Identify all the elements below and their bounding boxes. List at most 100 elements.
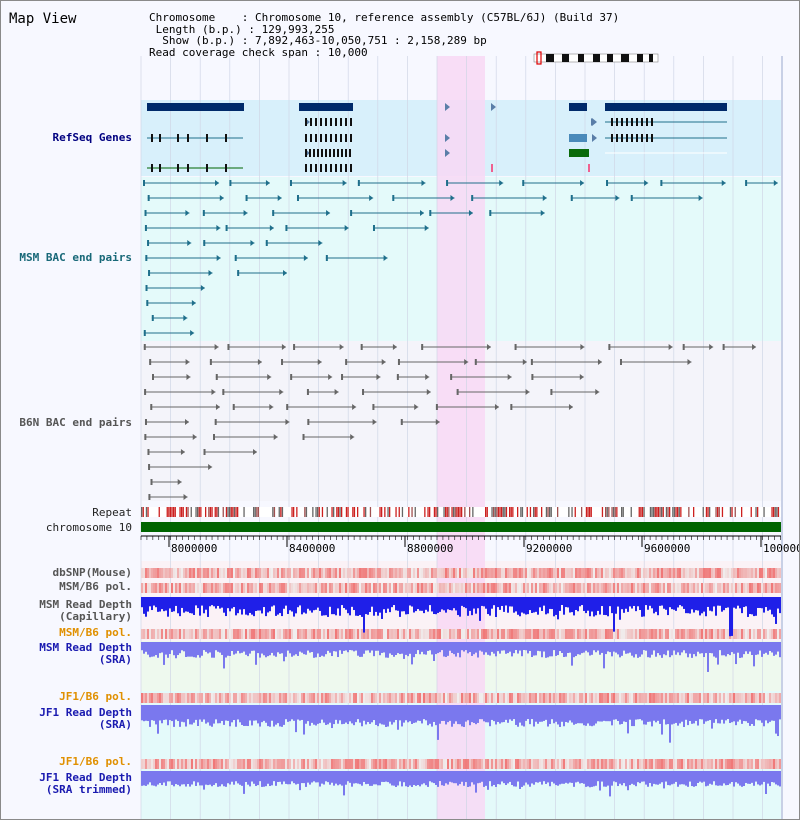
msm-capillary-depth-bar: [759, 597, 761, 608]
jf1-b6-pol-trim-heat-cell: [403, 759, 405, 769]
repeat-mark: [731, 507, 733, 517]
msm-b6-pol-heat-cell: [725, 583, 727, 593]
msm-b6-pol-heat-cell: [339, 583, 341, 593]
jf1-trimmed-depth-bar: [631, 771, 633, 784]
jf1-b6-pol-heat-cell: [579, 693, 581, 703]
msm-b6-pol-sra-heat-cell: [703, 629, 705, 639]
track-label-b6n-bac[interactable]: B6N BAC end pairs: [19, 416, 132, 429]
jf1-b6-pol-heat-cell: [647, 693, 649, 703]
msm-b6-pol-heat-cell: [217, 583, 219, 593]
msm-capillary-depth-bar: [523, 597, 525, 614]
msm-b6-pol-heat-cell: [523, 583, 525, 593]
repeat-mark: [365, 507, 367, 517]
repeat-mark: [499, 507, 501, 517]
msm-b6-pol-heat-cell: [341, 583, 343, 593]
msm-b6-pol-heat-cell: [557, 583, 559, 593]
msm-bac-pair-end: [285, 225, 288, 231]
jf1-depth-bar: [443, 705, 445, 721]
msm-sra-depth-bar: [531, 642, 533, 658]
jf1-depth-bar: [239, 705, 241, 723]
msm-sra-depth-bar: [361, 642, 363, 657]
jf1-b6-pol-heat-cell: [605, 693, 607, 703]
exon-mark: [310, 118, 312, 126]
msm-b6-pol-heat-cell: [143, 583, 145, 593]
jf1-b6-pol-heat-cell: [163, 693, 165, 703]
exon-mark: [305, 118, 307, 126]
b6n-bac-pair-end: [414, 404, 419, 410]
msm-capillary-depth-bar: [193, 597, 195, 615]
jf1-b6-pol-trim-heat-cell: [681, 759, 683, 769]
track-label-msm-depth-sra[interactable]: MSM Read Depth (SRA): [39, 641, 132, 666]
repeat-mark: [721, 507, 724, 517]
b6n-bac-pair-end: [307, 419, 310, 425]
msm-sra-depth-bar: [757, 642, 759, 655]
jf1-depth-bar: [655, 705, 657, 723]
jf1-depth-bar: [537, 705, 539, 724]
dbsnp-heat-cell: [665, 568, 667, 578]
msm-b6-pol-sra-heat-cell: [281, 629, 283, 639]
jf1-depth-bar: [147, 705, 149, 722]
msm-sra-depth-bar: [623, 642, 625, 651]
track-label-msm-b6-pol[interactable]: MSM/B6 pol.: [59, 580, 132, 593]
msm-capillary-depth-bar: [303, 597, 305, 613]
jf1-depth-bar: [141, 705, 143, 721]
msm-capillary-depth-bar: [481, 597, 483, 606]
jf1-b6-pol-trim-heat-cell: [225, 759, 227, 769]
msm-sra-depth-bar: [517, 642, 519, 654]
track-label-jf1-depth-sra[interactable]: JF1 Read Depth (SRA): [39, 706, 132, 731]
msm-b6-pol-sra-heat-cell: [171, 629, 173, 639]
track-label-refseq[interactable]: RefSeq Genes: [52, 131, 132, 144]
jf1-b6-pol-trim-heat-cell: [615, 759, 617, 769]
msm-sra-depth-bar: [661, 642, 663, 658]
dbsnp-heat-cell: [551, 568, 553, 578]
msm-b6-pol-heat-cell: [195, 583, 197, 593]
msm-capillary-depth-bar: [155, 597, 157, 608]
msm-sra-depth-bar: [495, 642, 497, 657]
msm-bac-pair-end: [392, 195, 395, 201]
jf1-b6-pol-trim-heat-cell: [373, 759, 375, 769]
msm-capillary-depth-bar: [221, 597, 223, 608]
track-label-jf1-b6-pol-trimmed[interactable]: JF1/B6 pol.: [59, 755, 132, 768]
msm-b6-pol-sra-heat-cell: [619, 629, 621, 639]
msm-sra-depth-bar: [703, 642, 705, 658]
msm-sra-depth-bar: [319, 642, 321, 657]
track-label-jf1-b6-pol[interactable]: JF1/B6 pol.: [59, 690, 132, 703]
jf1-b6-pol-heat-cell: [765, 693, 767, 703]
msm-sra-depth-bar: [633, 642, 635, 658]
dbsnp-heat-cell: [257, 568, 259, 578]
jf1-b6-pol-trim-heat-cell: [159, 759, 161, 769]
track-label-msm-depth-capillary[interactable]: MSM Read Depth (Capillary): [39, 598, 132, 623]
msm-sra-depth-bar: [605, 642, 607, 655]
dbsnp-heat-cell: [151, 568, 153, 578]
msm-sra-depth-bar: [393, 642, 395, 657]
msm-b6-pol-heat-cell: [327, 583, 329, 593]
track-label-msm-b6-pol-sra[interactable]: MSM/B6 pol.: [59, 626, 132, 639]
jf1-b6-pol-trim-heat-cell: [569, 759, 571, 769]
track-label-jf1-depth-trimmed[interactable]: JF1 Read Depth (SRA trimmed): [39, 771, 132, 796]
exon-mark: [636, 134, 638, 142]
jf1-trimmed-depth-bar: [203, 771, 205, 790]
jf1-b6-pol-trim-heat-cell: [345, 759, 347, 769]
jf1-b6-pol-heat-cell: [503, 693, 505, 703]
msm-b6-pol-sra-heat-cell: [273, 629, 275, 639]
msm-sra-depth-bar: [567, 642, 569, 654]
msm-b6-pol-sra-heat-cell: [449, 629, 451, 639]
dbsnp-heat-cell: [661, 568, 663, 578]
b6n-bac-pair-end: [328, 374, 333, 380]
msm-b6-pol-heat-cell: [263, 583, 265, 593]
track-label-msm-bac[interactable]: MSM BAC end pairs: [19, 251, 132, 264]
jf1-depth-bar: [189, 705, 191, 725]
repeat-mark: [446, 507, 448, 517]
msm-capillary-depth-bar: [369, 597, 371, 612]
msm-b6-pol-heat-cell: [689, 583, 691, 593]
track-label-dbsnp[interactable]: dbSNP(Mouse): [52, 566, 132, 579]
dbsnp-heat-cell: [259, 568, 261, 578]
jf1-b6-pol-trim-heat-cell: [355, 759, 357, 769]
jf1-trimmed-depth-bar: [679, 771, 681, 785]
jf1-b6-pol-trim-heat-cell: [313, 759, 315, 769]
jf1-b6-pol-heat-cell: [657, 693, 659, 703]
jf1-b6-pol-trim-heat-cell: [187, 759, 189, 769]
msm-capillary-depth-bar: [763, 597, 765, 613]
repeat-mark: [667, 507, 669, 517]
